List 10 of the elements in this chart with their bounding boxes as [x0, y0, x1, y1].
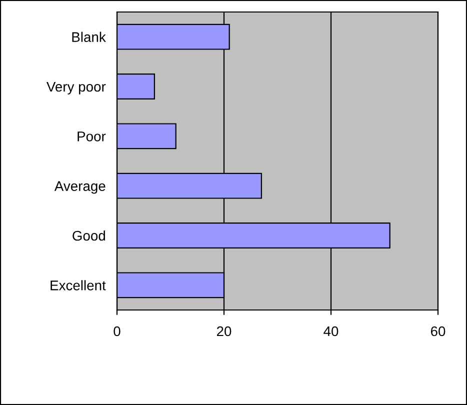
y-tick-label: Poor — [78, 132, 106, 142]
y-tick-label: Good — [72, 230, 105, 241]
y-tick-label: Excellent — [50, 280, 106, 290]
x-tick-label: 60 — [430, 326, 446, 336]
y-tick-label: Average — [54, 181, 106, 194]
y-tick-label: Blank — [72, 32, 106, 42]
x-tick-label: 20 — [216, 326, 232, 336]
y-tick-label: Very poor — [46, 82, 106, 94]
x-tick-label: 0 — [114, 326, 120, 336]
x-tick-label: 40 — [324, 326, 338, 336]
